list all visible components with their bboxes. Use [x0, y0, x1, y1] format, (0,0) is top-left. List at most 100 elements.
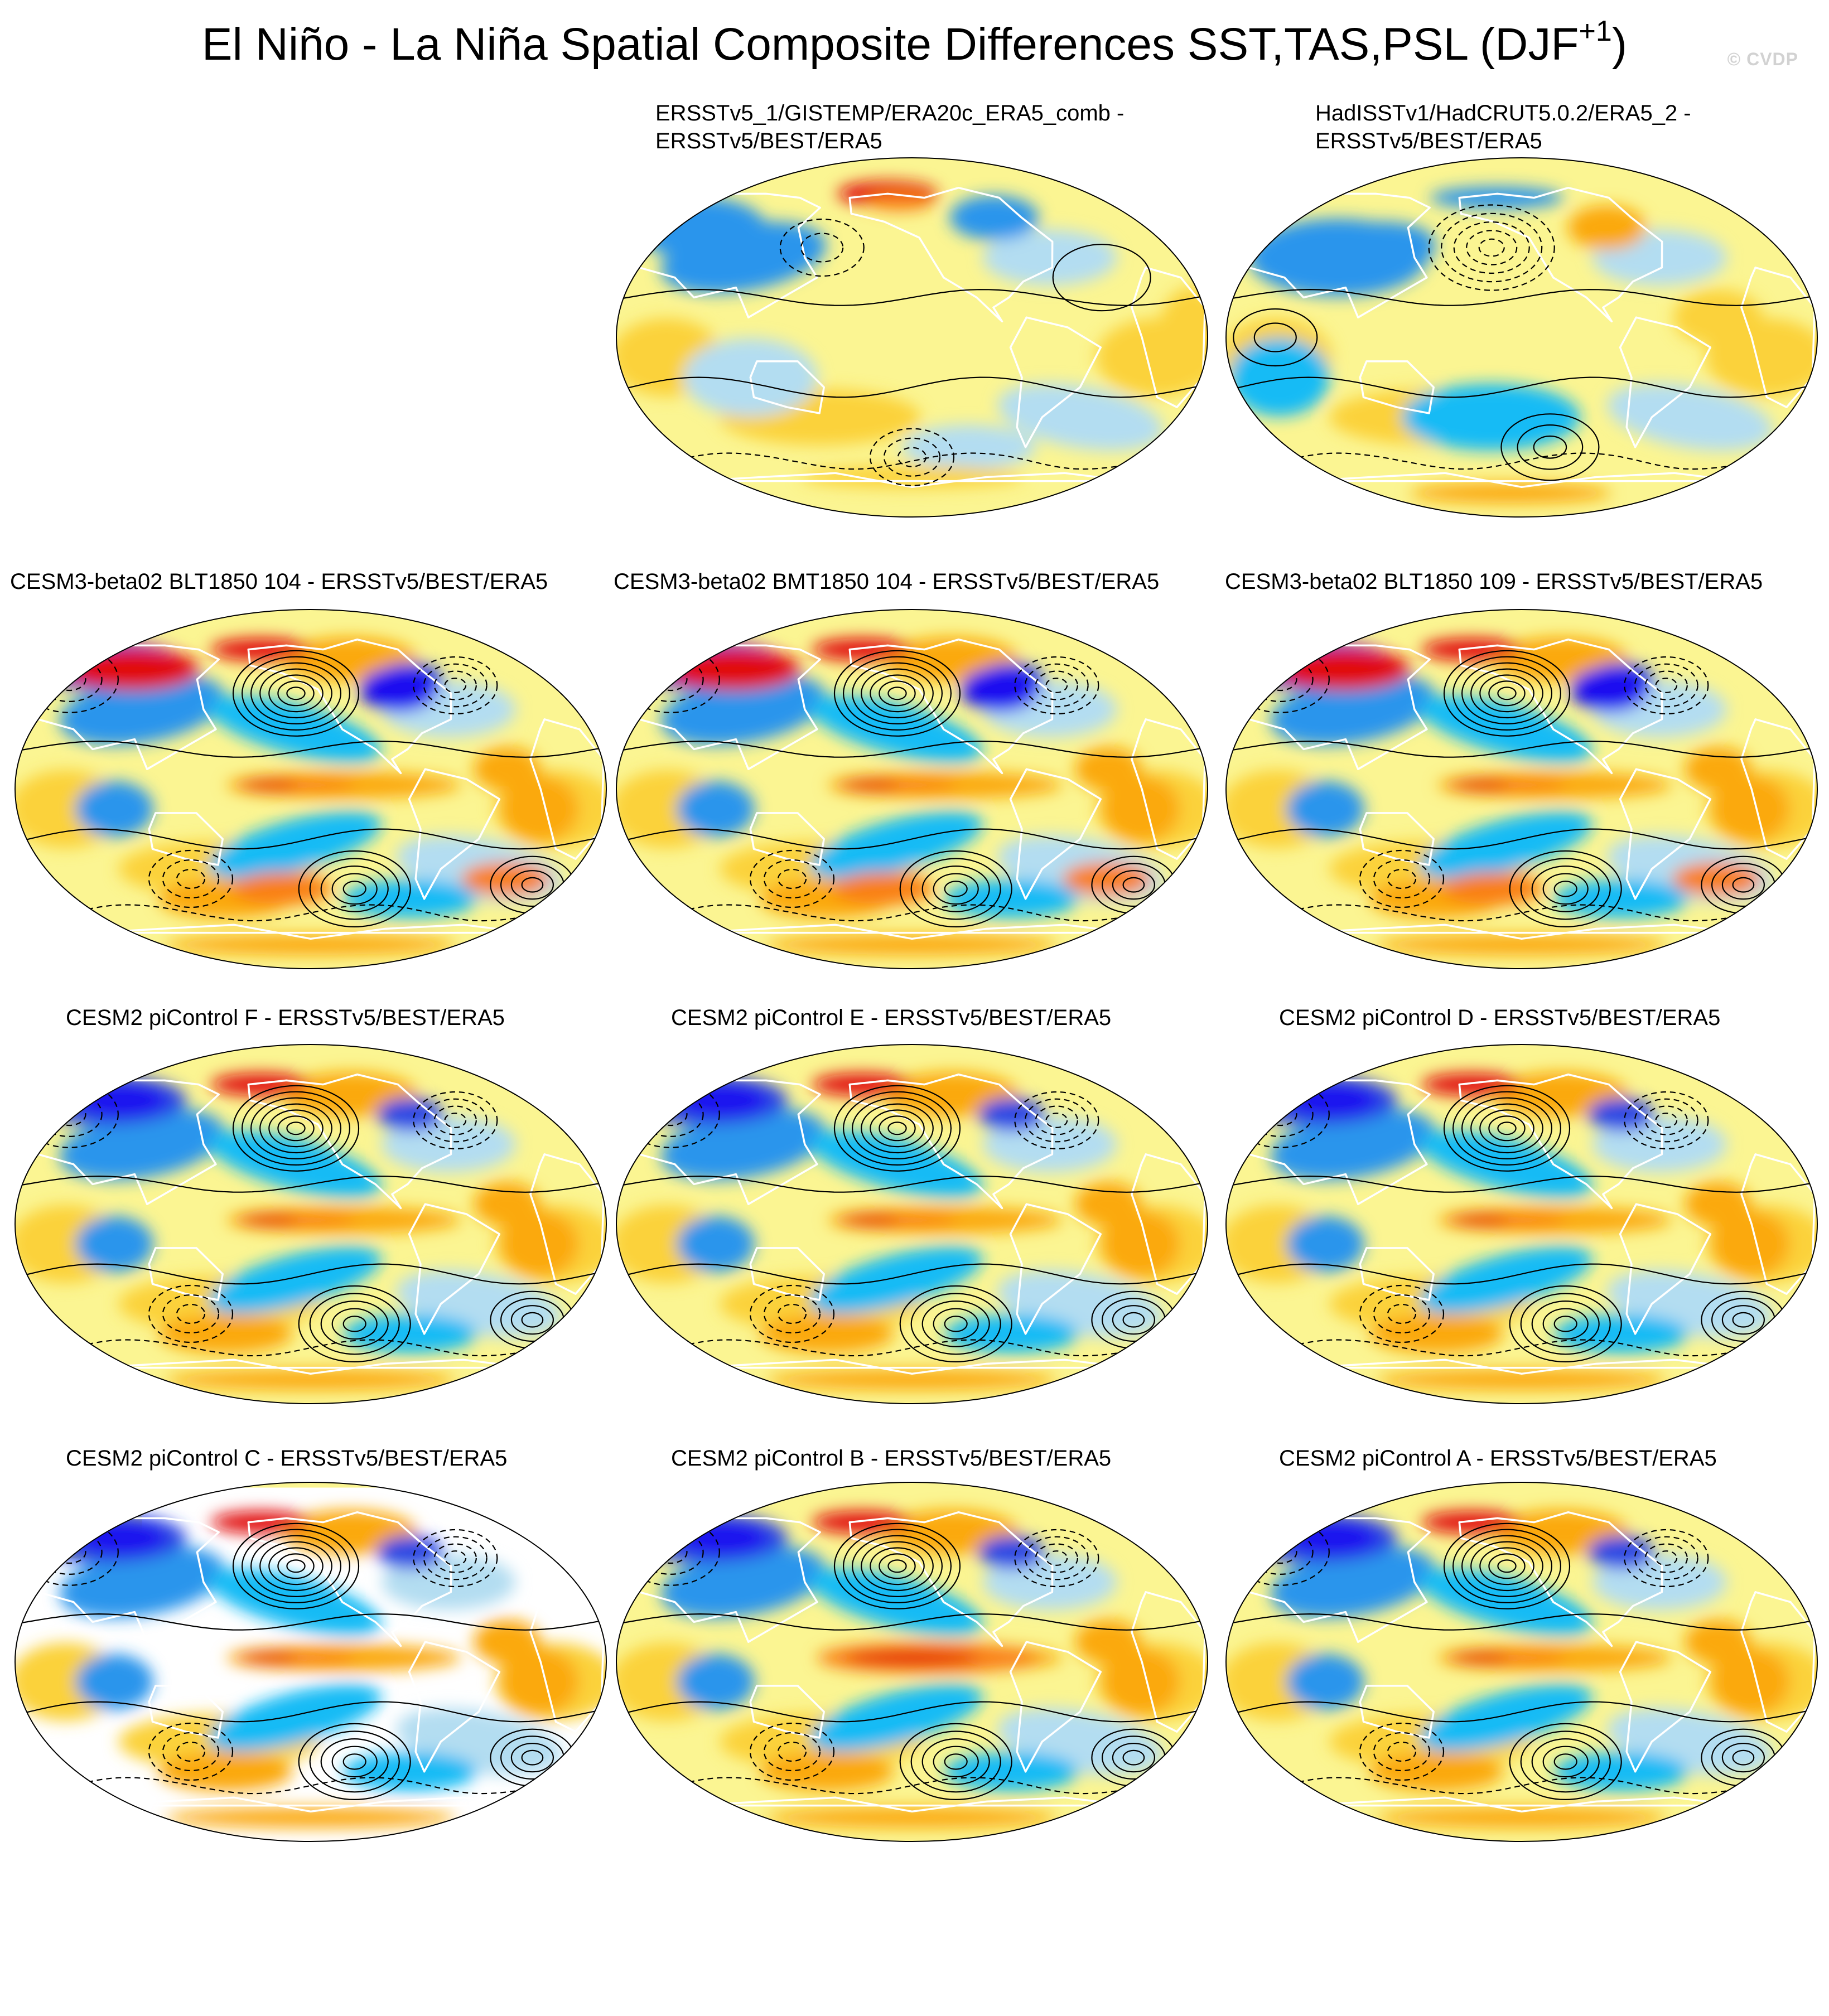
figure-title: El Niño - La Niña Spatial Composite Diff…: [0, 17, 1829, 72]
map-panel: [614, 1040, 1210, 1408]
map-panel: [12, 605, 609, 973]
robinson-map: [1223, 1040, 1820, 1408]
anomaly-patch: [1377, 1807, 1667, 1828]
map-panel: [1223, 605, 1820, 973]
anomaly-patch: [767, 1807, 1057, 1828]
panel-title-obs2-line2: ERSSTv5/BEST/ERA5: [1315, 127, 1691, 155]
anomaly-patch: [677, 1654, 755, 1710]
anomaly-patch: [679, 1522, 768, 1554]
anomaly-patch: [158, 1752, 292, 1791]
colorbar-swatch: [830, 1891, 915, 1924]
map-panel: [614, 1478, 1210, 1846]
anomaly-patch: [78, 1522, 167, 1554]
robinson-map: [12, 1040, 609, 1408]
anomaly-patch: [158, 1314, 292, 1353]
panel-title-model-3: CESM3-beta02 BLT1850 109 - ERSSTv5/BEST/…: [1225, 568, 1763, 596]
anomaly-patch: [1377, 1370, 1667, 1390]
colorbar-swatch: [915, 1891, 1000, 1924]
map-panel: [614, 605, 1210, 973]
anomaly-patch: [767, 1370, 1057, 1390]
colorbar-swatch: [1252, 1891, 1336, 1924]
anomaly-patch: [845, 1651, 979, 1665]
anomaly-patch: [1277, 648, 1411, 690]
robinson-map: [614, 605, 1210, 973]
anomaly-patch: [949, 195, 1039, 240]
figure-title-superscript: +1: [1579, 15, 1611, 47]
anomaly-patch: [760, 1314, 894, 1353]
anomaly-patch: [75, 1216, 153, 1272]
robinson-map: [614, 153, 1210, 521]
colorbar-swatch: [493, 1891, 578, 1924]
anomaly-patch: [1568, 205, 1646, 250]
anomaly-patch: [1452, 1215, 1508, 1225]
anomaly-patch: [1286, 1654, 1364, 1710]
colorbar-swatch: [408, 1891, 493, 1924]
anomaly-patch: [1377, 935, 1667, 955]
anomaly-patch: [1452, 1653, 1508, 1663]
panel-title-model-5: CESM2 piControl E - ERSSTv5/BEST/ERA5: [671, 1004, 1111, 1032]
anomaly-patch: [166, 935, 456, 955]
figure-title-close: ): [1612, 19, 1627, 70]
panel-title-model-2: CESM3-beta02 BMT1850 104 - ERSSTv5/BEST/…: [614, 568, 1159, 596]
map-panel: [614, 153, 1210, 521]
anomaly-patch: [75, 781, 153, 837]
colorbar-swatch: [746, 1891, 831, 1924]
panel-title-obs2: HadISSTv1/HadCRUT5.0.2/ERA5_2 - ERSSTv5/…: [1315, 99, 1691, 155]
anomaly-patch: [75, 1654, 153, 1710]
anomaly-patch: [1442, 872, 1543, 906]
colorbar-swatch: [324, 1891, 409, 1924]
colorbar-swatch: [999, 1891, 1084, 1924]
panel-title-obs1: ERSSTv5_1/GISTEMP/ERA20c_ERA5_comb - ERS…: [655, 99, 1124, 155]
robinson-map: [1223, 1478, 1820, 1846]
anomaly-patch: [679, 1085, 768, 1116]
robinson-map: [12, 605, 609, 973]
colorbar-swatch: [1083, 1891, 1168, 1924]
colorbar-swatch: [1421, 1891, 1505, 1924]
robinson-map: [614, 1040, 1210, 1408]
anomaly-patch: [242, 780, 297, 790]
figure-title-text: El Niño - La Niña Spatial Composite Diff…: [202, 19, 1579, 70]
anomaly-patch: [632, 197, 766, 258]
map-panel: [1223, 153, 1820, 521]
colorbar-tick-label: 4: [1449, 1940, 1561, 1979]
anomaly-patch: [1369, 1314, 1503, 1353]
anomaly-patch: [677, 1216, 755, 1272]
colorbar-swatch: [662, 1891, 746, 1924]
panel-title-model-6: CESM2 piControl D - ERSSTv5/BEST/ERA5: [1279, 1004, 1720, 1032]
panel-title-model-4: CESM2 piControl F - ERSSTv5/BEST/ERA5: [66, 1004, 505, 1032]
map-panel: [1223, 1478, 1820, 1846]
colorbar-swatch: [1505, 1891, 1590, 1924]
robinson-map: [1223, 605, 1820, 973]
colorbar-swatch: [577, 1891, 662, 1924]
anomaly-patch: [1452, 780, 1508, 790]
anomaly-patch: [833, 872, 933, 906]
anomaly-patch: [1286, 781, 1364, 837]
anomaly-patch: [760, 1752, 894, 1791]
anomaly-patch: [1249, 219, 1427, 297]
panel-title-obs1-line2: ERSSTv5/BEST/ERA5: [655, 127, 1124, 155]
anomaly-patch: [843, 1215, 899, 1225]
anomaly-patch: [1369, 1752, 1503, 1791]
panel-title-model-1: CESM3-beta02 BLT1850 104 - ERSSTv5/BEST/…: [10, 568, 548, 596]
anomaly-patch: [767, 935, 1057, 955]
map-panel: [12, 1040, 609, 1408]
anomaly-patch: [667, 648, 801, 690]
anomaly-patch: [78, 1085, 167, 1116]
anomaly-patch: [843, 780, 899, 790]
anomaly-patch: [677, 781, 755, 837]
anomaly-patch: [166, 1807, 456, 1828]
robinson-map: [614, 1478, 1210, 1846]
anomaly-patch: [1288, 1085, 1378, 1116]
anomaly-patch: [1430, 187, 1563, 209]
cvdp-credit: © CVDP: [1727, 49, 1798, 70]
panel-title-model-7: CESM2 piControl C - ERSSTv5/BEST/ERA5: [66, 1444, 507, 1472]
colorbar-swatch: [1167, 1891, 1252, 1924]
anomaly-patch: [242, 1653, 297, 1663]
anomaly-patch: [1286, 1216, 1364, 1272]
anomaly-patch: [1410, 483, 1611, 503]
anomaly-patch: [242, 1215, 297, 1225]
robinson-map: [1223, 153, 1820, 521]
map-panel: [1223, 1040, 1820, 1408]
map-panel: [12, 1478, 609, 1846]
anomaly-patch: [902, 425, 1036, 470]
